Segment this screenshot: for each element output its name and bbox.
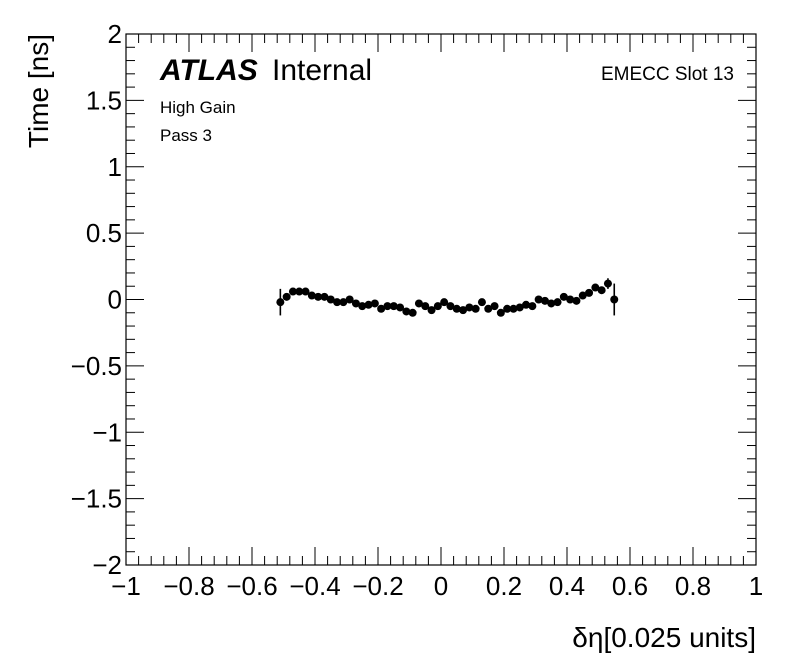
y-tick-label: 1 bbox=[108, 152, 122, 182]
data-point bbox=[484, 304, 493, 313]
data-point bbox=[307, 291, 316, 300]
data-point bbox=[503, 304, 512, 313]
data-point bbox=[515, 303, 524, 312]
data-point bbox=[408, 308, 417, 317]
data-point bbox=[471, 304, 480, 313]
data-point bbox=[477, 298, 486, 307]
y-tick-label: 1.5 bbox=[86, 85, 122, 115]
x-tick-label: 0.2 bbox=[486, 571, 522, 601]
data-point bbox=[572, 296, 581, 305]
data-point bbox=[585, 288, 594, 297]
atlas-label: ATLAS bbox=[159, 54, 258, 87]
data-point bbox=[465, 303, 474, 312]
data-point bbox=[301, 287, 310, 296]
x-tick-label: −0.4 bbox=[289, 571, 340, 601]
y-tick-label: −1 bbox=[92, 417, 122, 447]
y-tick-label: −0.5 bbox=[71, 351, 122, 381]
data-point bbox=[333, 298, 342, 307]
data-point bbox=[610, 295, 619, 304]
data-point bbox=[288, 287, 297, 296]
x-tick-label: 0.8 bbox=[675, 571, 711, 601]
data-point bbox=[522, 300, 531, 309]
data-point bbox=[433, 302, 442, 311]
data-point bbox=[383, 302, 392, 311]
data-point bbox=[509, 304, 518, 313]
data-point bbox=[345, 295, 354, 304]
data-point bbox=[314, 292, 323, 301]
data-point bbox=[597, 286, 606, 295]
data-point bbox=[389, 302, 398, 311]
data-point bbox=[528, 302, 537, 311]
x-tick-label: −0.2 bbox=[352, 571, 403, 601]
data-point bbox=[421, 302, 430, 311]
data-point bbox=[603, 279, 612, 288]
data-point bbox=[282, 292, 291, 301]
data-point bbox=[452, 304, 461, 313]
data-point bbox=[396, 303, 405, 312]
data-point bbox=[377, 304, 386, 313]
y-tick-label: 2 bbox=[108, 19, 122, 49]
data-point bbox=[402, 307, 411, 316]
data-point bbox=[339, 298, 348, 307]
y-tick-label: −2 bbox=[92, 550, 122, 580]
data-point bbox=[440, 298, 449, 307]
internal-label: Internal bbox=[272, 54, 372, 87]
data-point bbox=[326, 295, 335, 304]
data-point bbox=[578, 291, 587, 300]
x-tick-label: 0 bbox=[434, 571, 448, 601]
axis-ticks bbox=[125, 33, 757, 566]
data-point bbox=[547, 299, 556, 308]
data-point bbox=[276, 298, 285, 307]
data-point bbox=[534, 295, 543, 304]
y-tick-label: 0 bbox=[108, 285, 122, 315]
data-point bbox=[459, 306, 468, 315]
x-tick-label: −0.8 bbox=[163, 571, 214, 601]
x-axis-title: δη[0.025 units] bbox=[572, 622, 756, 653]
data-point bbox=[591, 283, 600, 292]
pass-label: Pass 3 bbox=[160, 126, 212, 145]
data-point bbox=[566, 295, 575, 304]
data-point bbox=[496, 308, 505, 317]
gain-label: High Gain bbox=[160, 98, 236, 117]
y-tick-label: −1.5 bbox=[71, 484, 122, 514]
data-point bbox=[295, 287, 304, 296]
data-point bbox=[427, 306, 436, 315]
x-tick-label: −1 bbox=[111, 571, 141, 601]
data-point bbox=[446, 302, 455, 311]
x-tick-label: 0.6 bbox=[612, 571, 648, 601]
data-point bbox=[540, 296, 549, 305]
data-point bbox=[370, 299, 379, 308]
tick-labels: −1 −0.8 −0.6 −0.4 −0.2 0 0.2 0.4 0.6 0.8 1 −2 −1.5 −1… bbox=[71, 19, 764, 601]
slot-label: EMECC Slot 13 bbox=[601, 64, 734, 85]
data-point bbox=[364, 300, 373, 309]
y-tick-label: 0.5 bbox=[86, 218, 122, 248]
data-point bbox=[553, 298, 562, 307]
x-tick-label: 1 bbox=[749, 571, 763, 601]
x-tick-label: 0.4 bbox=[549, 571, 585, 601]
data-point bbox=[559, 292, 568, 301]
data-point bbox=[414, 299, 423, 308]
data-point bbox=[351, 299, 360, 308]
y-axis-title: Time [ns] bbox=[23, 34, 54, 148]
data-point bbox=[320, 292, 329, 301]
data-point bbox=[490, 302, 499, 311]
x-tick-label: −0.6 bbox=[226, 571, 277, 601]
data-points bbox=[276, 278, 619, 317]
data-point bbox=[358, 302, 367, 311]
